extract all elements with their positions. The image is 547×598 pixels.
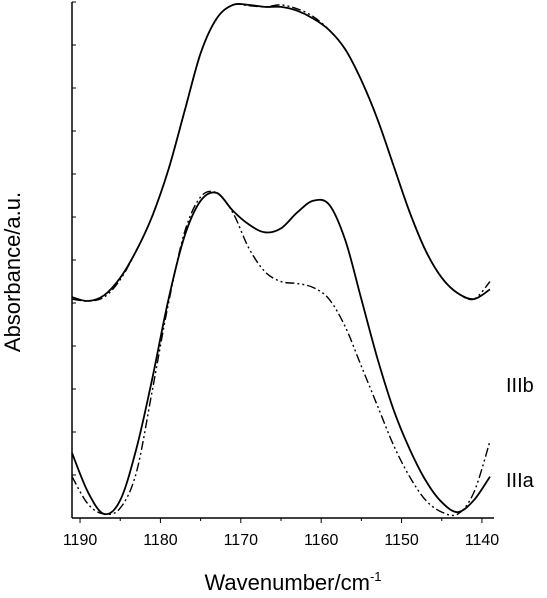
x-axis-label-superscript: -1 [370, 569, 382, 584]
x-tick-label: 1170 [224, 532, 259, 549]
x-tick-label: 1180 [143, 532, 178, 549]
x-tick-label: 1140 [465, 532, 500, 549]
series-line-IIIa-solid [71, 191, 491, 516]
axes [71, 1, 494, 519]
x-tick-label: 1160 [304, 532, 339, 549]
series-label-IIIb: IIIb [506, 375, 534, 397]
plot-lines [71, 2, 491, 517]
x-tick-label: 1190 [63, 532, 98, 549]
series-line-IIIb-solid [71, 2, 491, 302]
x-tick-label: 1150 [384, 532, 419, 549]
series-line-IIIb-dash-dot-dot [71, 3, 491, 302]
series-line-IIIa-dash-dot-dot [71, 190, 491, 517]
x-ticks: 1190 1180 1170 1160 1150 1140 [63, 518, 499, 549]
x-axis-label: Wavenumber/cm-1 [204, 569, 381, 595]
x-axis-label-main: Wavenumber/cm [204, 570, 369, 595]
series-label-IIIa: IIIa [506, 470, 535, 492]
y-axis-label: Absorbance/a.u. [0, 192, 25, 352]
